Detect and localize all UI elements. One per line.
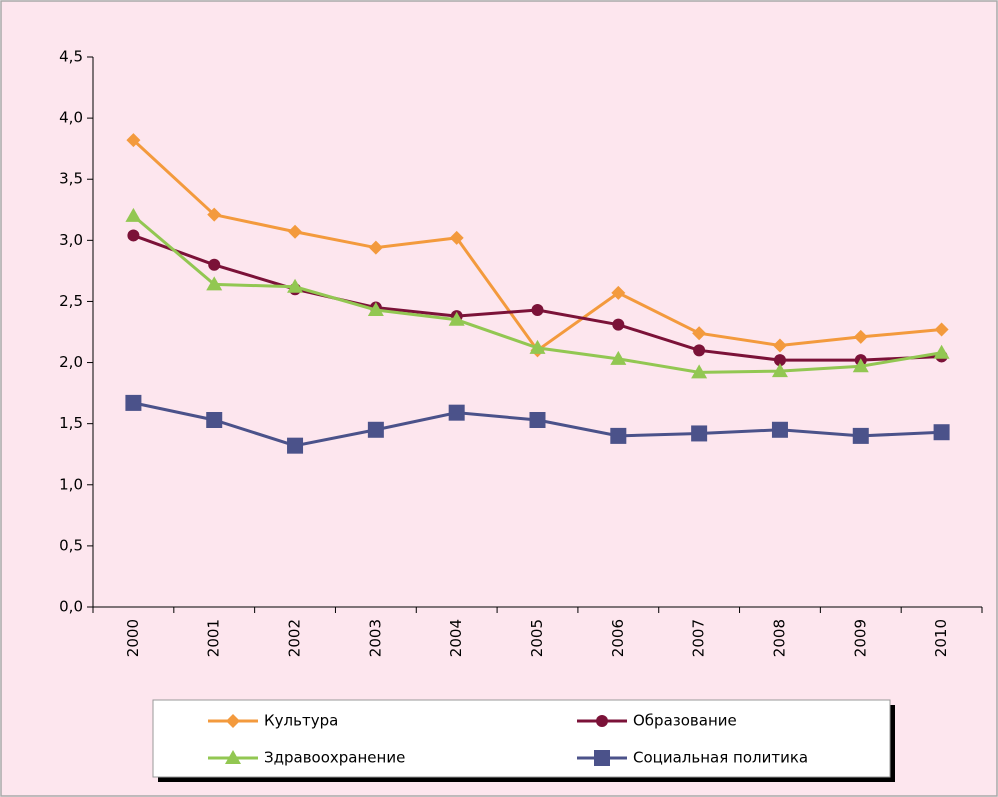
x-tick-label: 2010	[932, 619, 950, 657]
x-tick-label: 2007	[690, 619, 708, 657]
marker	[448, 311, 465, 326]
marker	[596, 715, 608, 727]
legend-label: Культура	[264, 712, 338, 730]
x-tick-label: 2004	[447, 619, 465, 657]
marker	[367, 302, 384, 316]
x-tick-label: 2008	[770, 619, 788, 657]
y-tick-label: 0,5	[59, 536, 83, 554]
marker	[531, 304, 544, 316]
legend-label: Здравоохранение	[264, 749, 405, 767]
legend-label: Социальная политика	[633, 749, 808, 767]
marker	[610, 350, 627, 365]
marker	[610, 427, 627, 444]
marker	[773, 354, 786, 367]
marker	[852, 358, 869, 373]
marker	[127, 229, 140, 242]
marker	[449, 230, 464, 245]
y-tick-label: 3,0	[59, 231, 83, 249]
y-tick-label: 0,0	[59, 598, 83, 616]
marker	[612, 318, 625, 331]
marker	[594, 750, 610, 766]
marker	[448, 404, 465, 421]
marker	[692, 326, 707, 341]
x-tick-label: 2000	[124, 619, 142, 657]
marker	[771, 421, 788, 438]
marker	[208, 258, 221, 271]
marker	[367, 421, 384, 438]
marker	[287, 278, 304, 293]
y-tick-label: 3,5	[59, 170, 83, 188]
marker	[852, 427, 869, 444]
marker	[287, 437, 304, 454]
y-tick-label: 1,5	[59, 414, 83, 432]
marker	[853, 329, 868, 344]
x-tick-label: 2002	[286, 619, 304, 657]
marker	[771, 363, 788, 378]
x-tick-label: 2001	[205, 619, 223, 657]
marker	[529, 412, 546, 428]
x-tick-label: 2006	[609, 619, 627, 657]
x-tick-label: 2003	[366, 619, 384, 657]
y-tick-label: 4,5	[59, 48, 83, 66]
marker	[933, 424, 950, 441]
marker	[933, 344, 950, 359]
marker	[207, 207, 222, 222]
marker	[225, 750, 241, 764]
y-tick-label: 4,0	[59, 109, 83, 127]
y-tick-label: 2,0	[59, 353, 83, 371]
marker	[529, 339, 546, 354]
y-tick-label: 1,0	[59, 475, 83, 493]
marker	[226, 714, 240, 728]
marker	[772, 338, 787, 353]
marker	[125, 394, 142, 411]
marker	[611, 285, 626, 300]
legend-box	[152, 699, 891, 778]
legend-label: Образование	[633, 712, 737, 730]
marker	[206, 276, 223, 291]
x-tick-label: 2009	[851, 619, 869, 657]
marker	[691, 364, 708, 379]
marker	[691, 425, 708, 442]
y-tick-label: 2,5	[59, 292, 83, 310]
marker	[126, 133, 141, 148]
x-tick-label: 2005	[528, 619, 546, 657]
marker	[125, 207, 142, 222]
marker	[368, 240, 383, 255]
marker	[693, 344, 706, 357]
marker	[206, 412, 223, 428]
marker	[934, 322, 949, 337]
marker	[288, 224, 303, 239]
